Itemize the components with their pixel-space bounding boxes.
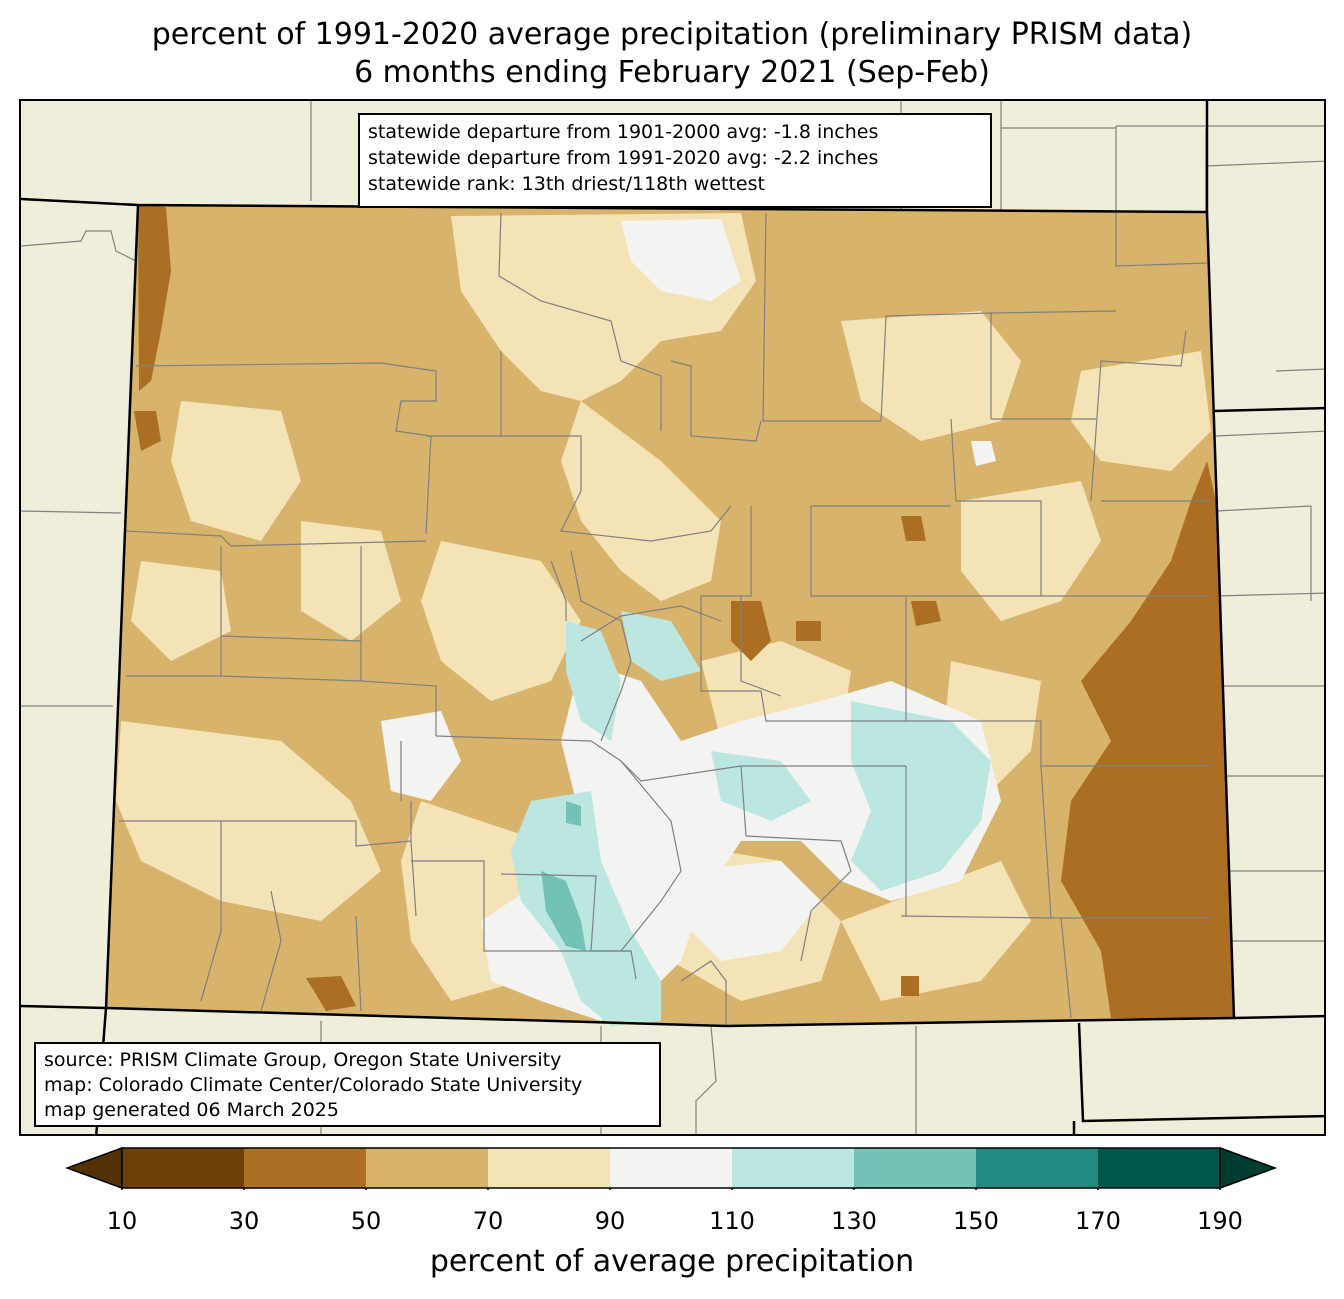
colorbar-tick-label: 110 xyxy=(709,1207,755,1235)
colorbar-tick-label: 130 xyxy=(831,1207,877,1235)
neighbor-county-lines xyxy=(21,101,1324,1134)
colorbar-tick-label: 50 xyxy=(350,1207,382,1235)
colorbar-swatch xyxy=(488,1148,610,1188)
precipitation-map xyxy=(21,101,1324,1134)
colorbar-swatch xyxy=(1098,1148,1220,1188)
stats-line-3: statewide rank: 13th driest/118th wettes… xyxy=(368,173,765,195)
map-title-line2: 6 months ending February 2021 (Sep-Feb) xyxy=(354,55,990,90)
colorbar-swatch xyxy=(610,1148,732,1188)
state-boundaries xyxy=(21,101,1324,1134)
colorbar-swatch xyxy=(976,1148,1098,1188)
colorbar-tick-label: 90 xyxy=(594,1207,626,1235)
source-box: source: PRISM Climate Group, Oregon Stat… xyxy=(34,1042,661,1127)
colorbar-label: percent of average precipitation xyxy=(429,1244,915,1279)
statewide-stats-box: statewide departure from 1901-2000 avg: … xyxy=(358,113,992,208)
colorbar-swatch xyxy=(366,1148,488,1188)
colorbar-tick-label: 150 xyxy=(953,1207,999,1235)
colorbar-tick-label: 170 xyxy=(1075,1207,1121,1235)
source-line-2: map: Colorado Climate Center/Colorado St… xyxy=(44,1074,583,1096)
stats-line-1: statewide departure from 1901-2000 avg: … xyxy=(368,121,879,143)
stats-line-2: statewide departure from 1991-2020 avg: … xyxy=(368,147,879,169)
colorbar xyxy=(64,1146,1280,1194)
source-line-1: source: PRISM Climate Group, Oregon Stat… xyxy=(44,1049,562,1071)
colorbar-under-arrow xyxy=(64,1146,123,1190)
source-line-3: map generated 06 March 2025 xyxy=(44,1099,339,1121)
colorbar-swatch xyxy=(122,1148,244,1188)
precip-110-130-regions xyxy=(511,611,991,1026)
colorado-county-lines xyxy=(119,211,1211,1026)
colorbar-over-arrow xyxy=(1219,1146,1278,1190)
colorbar-tick-label: 30 xyxy=(228,1207,260,1235)
colorbar-tick-label: 70 xyxy=(472,1207,504,1235)
colorbar-tick-label: 10 xyxy=(106,1207,138,1235)
colorbar-tick-label: 190 xyxy=(1197,1207,1243,1235)
colorbar-outline xyxy=(121,1147,1221,1189)
map-panel: statewide departure from 1901-2000 avg: … xyxy=(19,99,1326,1136)
map-title-line1: percent of 1991-2020 average precipitati… xyxy=(151,17,1193,52)
colorbar-swatch xyxy=(854,1148,976,1188)
colorbar-swatch xyxy=(732,1148,854,1188)
precip-130-150-regions xyxy=(541,801,586,951)
colorbar-swatches xyxy=(64,1146,1278,1194)
colorbar-swatch xyxy=(244,1148,366,1188)
